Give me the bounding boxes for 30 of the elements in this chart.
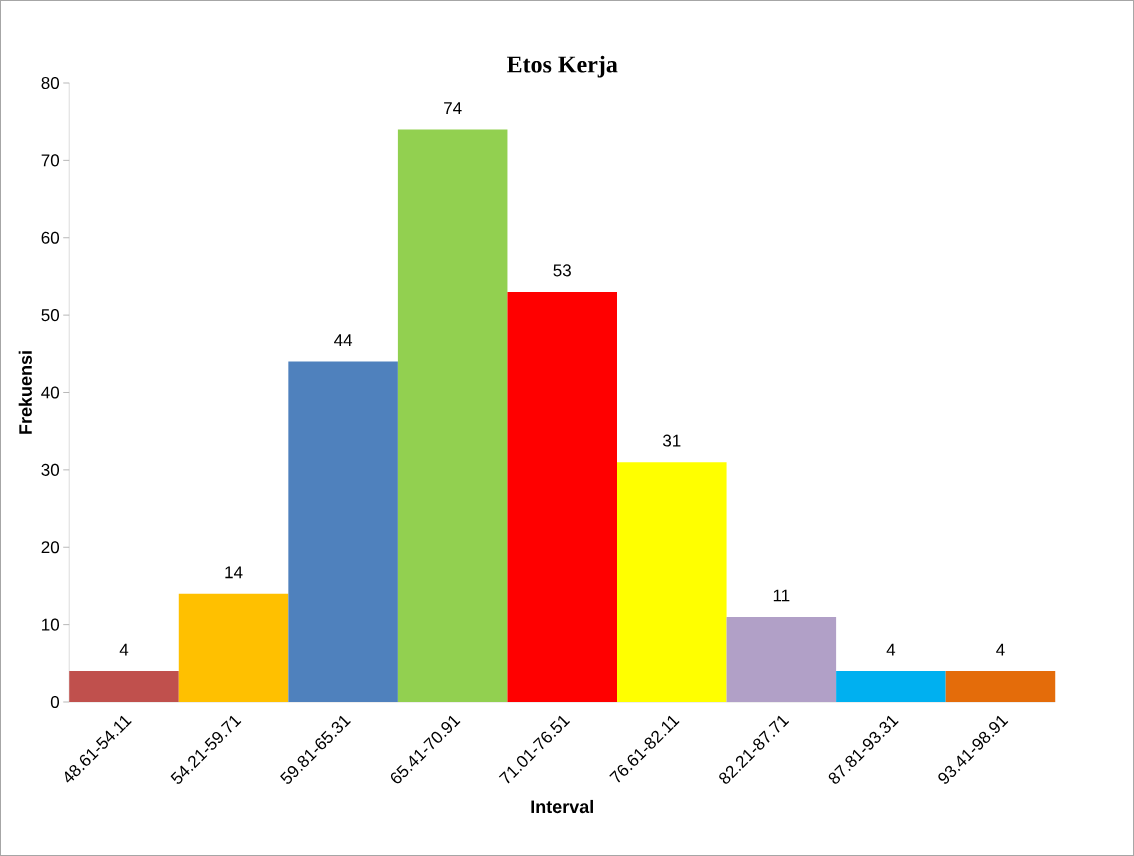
y-tick-label: 50 xyxy=(41,309,60,322)
bar xyxy=(836,671,946,702)
data-label: 4 xyxy=(119,643,129,656)
chart-title: Etos Kerja xyxy=(506,55,618,78)
data-label: 31 xyxy=(662,434,681,447)
bar xyxy=(507,291,618,702)
y-tick-label: 40 xyxy=(41,386,60,399)
bar xyxy=(288,361,398,702)
y-tick-label: 30 xyxy=(41,463,60,476)
bar xyxy=(617,462,727,702)
data-label: 4 xyxy=(886,643,896,656)
y-tick-label: 60 xyxy=(41,231,60,244)
bar xyxy=(726,616,837,702)
data-label: 4 xyxy=(996,643,1005,656)
data-label: 53 xyxy=(553,264,571,277)
bar xyxy=(69,671,179,702)
y-tick-label: 10 xyxy=(42,618,60,631)
data-label: 44 xyxy=(334,334,353,347)
data-label: 11 xyxy=(773,589,790,602)
y-tick-label: 20 xyxy=(41,541,60,554)
x-axis-title: Interval xyxy=(531,799,593,814)
y-tick-label: 0 xyxy=(50,695,60,709)
bar xyxy=(178,593,289,702)
y-tick-label: 80 xyxy=(41,76,60,90)
bar xyxy=(397,129,508,702)
data-label: 74 xyxy=(444,102,462,114)
data-label: 14 xyxy=(225,566,243,579)
y-axis-title: Frekuensi xyxy=(18,351,32,434)
y-tick-label: 70 xyxy=(41,154,60,167)
bar xyxy=(945,671,1056,702)
